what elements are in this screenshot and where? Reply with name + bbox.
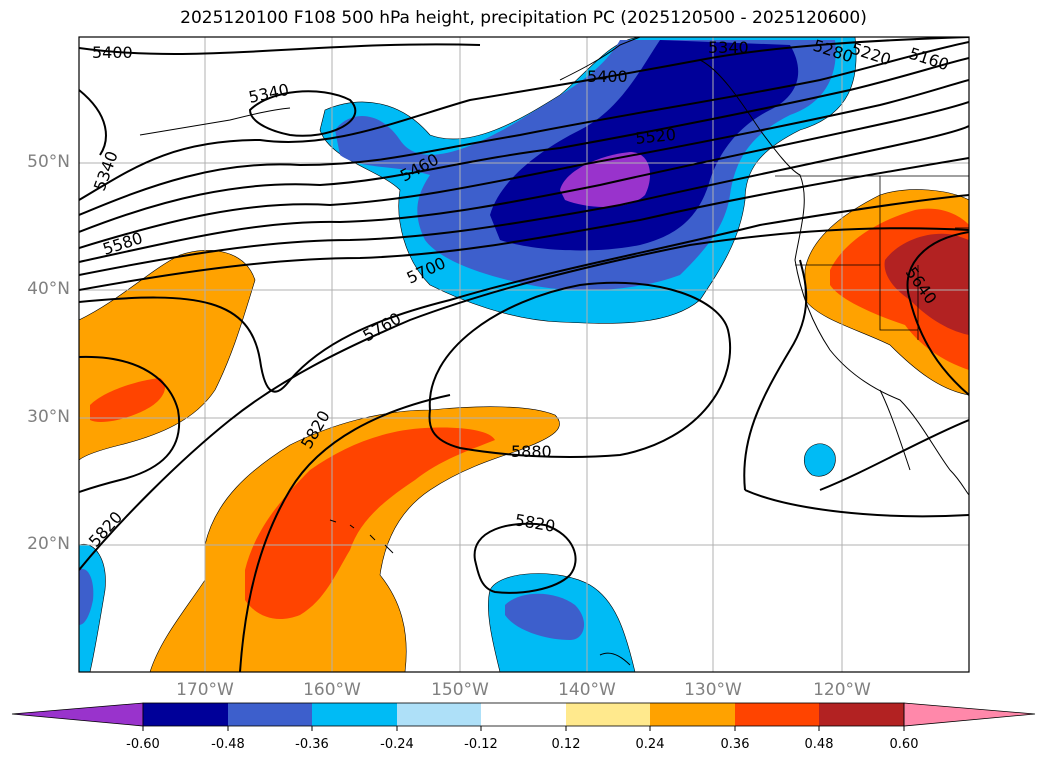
colorbar-swatch <box>481 703 566 726</box>
colorbar <box>11 702 1036 731</box>
precip-fields <box>79 37 969 672</box>
colorbar-swatch <box>312 703 397 726</box>
contour-label: 5400 <box>587 67 628 86</box>
longitude-label: 120°W <box>813 680 871 700</box>
gridlines <box>79 37 969 672</box>
contour-label: 5880 <box>511 442 552 461</box>
colorbar-tick-label: -0.36 <box>295 737 329 752</box>
colorbar-extend-high <box>903 702 1036 727</box>
longitude-label: 130°W <box>684 680 742 700</box>
colorbar-tick-label: -0.12 <box>464 737 498 752</box>
colorbar-tick-label: 0.12 <box>551 737 581 752</box>
colorbar-tick-label: -0.48 <box>211 737 245 752</box>
precip-red-west <box>90 378 165 422</box>
precip-royal-south <box>505 593 585 640</box>
colorbar-swatch <box>819 703 904 726</box>
colorbar-tick-label: 0.60 <box>889 737 919 752</box>
precip-darkred-east <box>884 233 969 335</box>
colorbar-tick-label: -0.24 <box>380 737 414 752</box>
longitude-label: 150°W <box>431 680 489 700</box>
latitude-label: 30°N <box>27 407 70 427</box>
precip-purple-north <box>560 152 650 207</box>
contour-label: 5400 <box>92 43 133 62</box>
colorbar-swatch <box>650 703 735 726</box>
colorbar-tick-label: 0.24 <box>635 737 665 752</box>
latitude-label: 20°N <box>27 534 70 554</box>
colorbar-tick-label: 0.48 <box>804 737 834 752</box>
borders <box>775 175 969 340</box>
height-contours <box>79 37 969 672</box>
plot-frame <box>78 36 970 673</box>
precip-royal-west <box>79 569 94 625</box>
colorbar-swatch <box>143 703 228 726</box>
longitude-label: 170°W <box>176 680 234 700</box>
colorbar-tick-label: -0.60 <box>126 737 160 752</box>
colorbar-swatch <box>228 703 312 726</box>
contour-label: 5340 <box>708 38 749 57</box>
colorbar-swatch <box>566 703 650 726</box>
precip-cyan-small <box>803 443 836 477</box>
longitude-label: 140°W <box>558 680 616 700</box>
map-title: 2025120100 F108 500 hPa height, precipit… <box>180 8 867 28</box>
coastlines <box>139 37 969 666</box>
longitude-label: 160°W <box>303 680 361 700</box>
precip-red-central <box>245 427 495 620</box>
contour-label: 5520 <box>634 125 676 148</box>
colorbar-extend-low <box>11 702 144 727</box>
colorbar-tick-label: 0.36 <box>720 737 750 752</box>
colorbar-swatch <box>735 703 819 726</box>
latitude-label: 40°N <box>27 279 70 299</box>
latitude-label: 50°N <box>27 152 70 172</box>
colorbar-frame <box>142 702 905 727</box>
colorbar-swatch <box>397 703 481 726</box>
